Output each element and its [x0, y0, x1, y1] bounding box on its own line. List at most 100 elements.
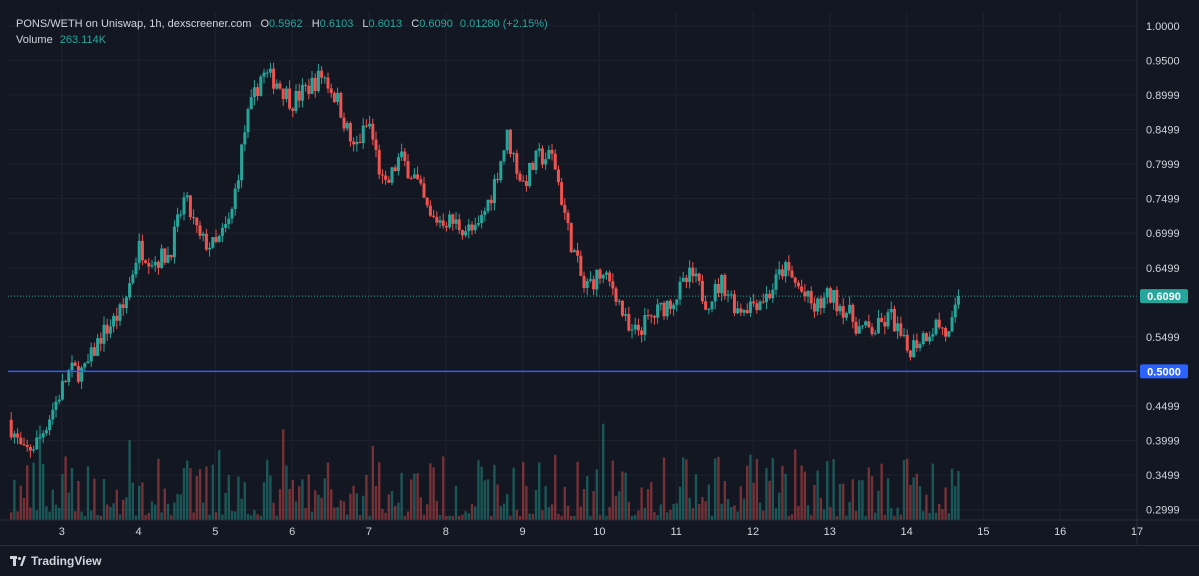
candle-body — [684, 277, 688, 283]
price-chart[interactable]: 0.5000 1.0000 0.9500 0.8999 0.8499 0.7999 0.7… — [0, 0, 1199, 545]
volume-bar — [717, 456, 720, 520]
volume-bar — [80, 511, 83, 520]
candle-body — [259, 76, 263, 97]
volume-bar — [714, 458, 717, 520]
volume-bar — [899, 514, 903, 520]
candle-body — [947, 331, 951, 337]
volume-bar — [643, 507, 647, 520]
volume-bar — [598, 515, 602, 520]
volume-bar — [874, 512, 877, 520]
candle-body — [569, 223, 573, 253]
tradingview-logo[interactable]: TradingView — [10, 554, 101, 568]
candle-body — [604, 272, 608, 275]
candle-body — [288, 88, 292, 109]
candle-body — [371, 123, 375, 140]
candle-body — [451, 214, 455, 224]
volume-bar — [842, 483, 845, 520]
open-value: 0.5962 — [269, 18, 303, 30]
volume-bar — [474, 506, 477, 520]
low-key: L — [362, 18, 369, 30]
candle-body — [195, 217, 199, 226]
symbol-title: PONS/WETH on Uniswap, 1h, dexscreener.co… — [16, 18, 252, 30]
volume-bar — [410, 479, 413, 520]
candle-body — [38, 437, 42, 439]
candle-body — [937, 319, 941, 328]
volume-bar — [406, 511, 410, 520]
volume-bar — [32, 462, 35, 520]
volume-bar — [848, 501, 851, 520]
volume-bar — [749, 454, 752, 520]
candle-body — [480, 214, 484, 224]
volume-bar — [797, 506, 800, 520]
candle-body — [108, 326, 112, 334]
candle-body — [281, 88, 285, 100]
candle-body — [80, 367, 84, 382]
volume-bar — [227, 475, 231, 520]
volume-bar — [99, 515, 103, 520]
volume-bar — [954, 486, 957, 520]
candle-body — [678, 281, 682, 300]
candle-body — [240, 144, 244, 181]
candle-body — [864, 321, 868, 326]
volume-bar — [938, 503, 941, 520]
volume-bar — [662, 457, 666, 520]
volume-bar — [272, 502, 275, 520]
candle-body — [236, 180, 240, 189]
candle-body — [790, 270, 794, 278]
candle-body — [537, 148, 541, 151]
candle-body — [272, 68, 276, 89]
candle-body — [835, 290, 839, 312]
volume-bar — [781, 465, 784, 520]
candle-body — [176, 214, 180, 227]
volume-bar — [141, 482, 144, 520]
volume-bar — [189, 468, 192, 520]
volume-bar — [45, 506, 48, 520]
volume-bar — [422, 514, 426, 520]
volume-bar — [307, 474, 311, 520]
volume-bar — [870, 476, 874, 520]
volume-bar — [560, 515, 563, 520]
candle-body — [748, 301, 752, 313]
candle-body — [764, 293, 768, 303]
volume-bar — [685, 459, 688, 520]
volume-bar — [330, 489, 333, 520]
volume-bar — [640, 487, 643, 520]
volume-bar — [253, 510, 256, 520]
x-tick-label: 11 — [670, 526, 681, 538]
candle-body — [121, 304, 125, 309]
y-tick-label: 0.6499 — [1146, 263, 1180, 275]
x-tick-label: 3 — [59, 526, 65, 538]
volume-bar — [131, 482, 135, 520]
volume-bar — [896, 507, 899, 520]
candle-body — [707, 309, 711, 311]
volume-bar — [675, 503, 679, 520]
volume-bar — [666, 512, 669, 520]
candle-body — [406, 160, 410, 179]
volume-bar — [800, 465, 803, 520]
candle-body — [25, 445, 29, 447]
candle-body — [425, 197, 429, 206]
volume-bar — [413, 473, 416, 520]
candle-body — [544, 159, 548, 165]
volume-bar — [134, 515, 138, 520]
volume-bar — [461, 514, 464, 520]
candle-body — [720, 275, 724, 294]
volume-bar — [486, 479, 490, 520]
volume-bar — [723, 480, 727, 520]
volume-bar — [925, 494, 928, 520]
candle-body — [758, 301, 762, 310]
candle-body — [262, 72, 266, 77]
volume-bar — [602, 423, 605, 520]
candle-body — [291, 108, 295, 111]
volume-bar — [886, 478, 890, 520]
horizontal-line[interactable]: 0.5000 — [8, 364, 1188, 379]
candle-body — [204, 233, 208, 250]
volume-bar — [944, 487, 947, 520]
candle-body — [896, 323, 900, 332]
candle-body — [704, 301, 708, 310]
volume-bar — [230, 511, 234, 520]
volume-bar — [304, 508, 307, 520]
candle-body — [224, 224, 228, 228]
volume-bars — [10, 423, 960, 520]
volume-bar — [771, 458, 775, 520]
